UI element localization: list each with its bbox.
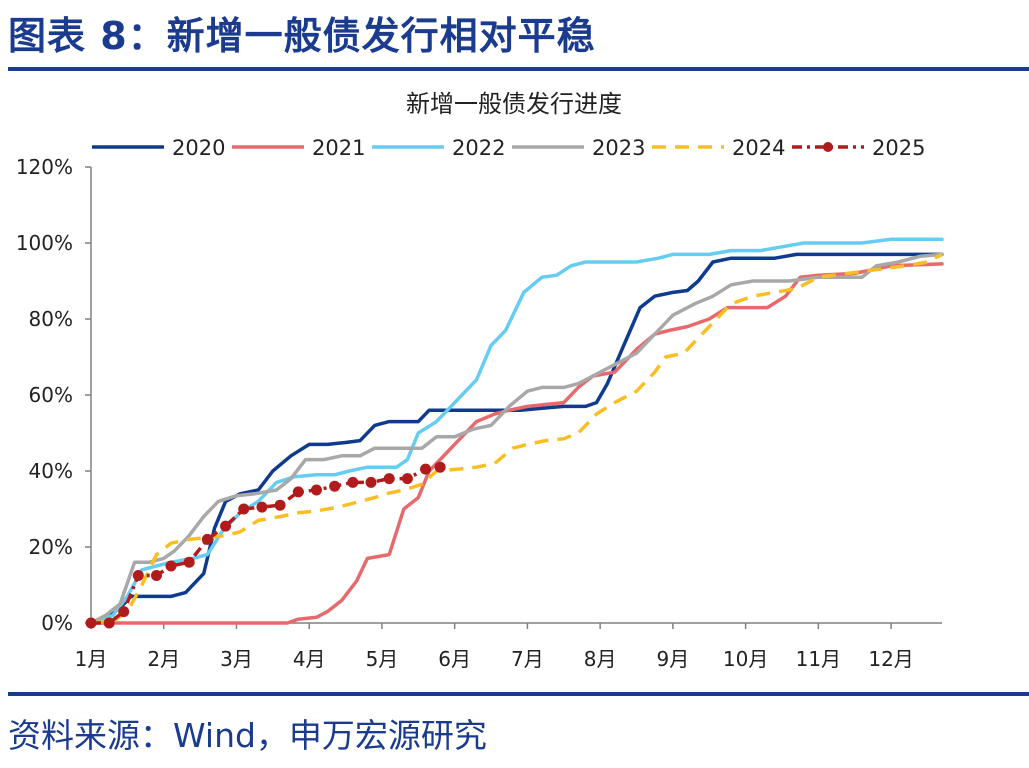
line-chart: 新增一般债发行进度 2020 2021 2022 2023 2024 2025 0% 20%… (16, 90, 944, 671)
data-point-2025 (329, 480, 341, 492)
y-tick-label: 80% (29, 307, 73, 331)
legend-label-2020: 2020 (172, 136, 225, 160)
data-point-2025 (150, 570, 162, 581)
series-line-2022 (89, 237, 944, 625)
legend-label-2024: 2024 (732, 136, 785, 160)
x-tick-label: 2月 (147, 647, 180, 671)
data-point-2025 (383, 473, 395, 485)
data-point-2025 (132, 570, 144, 581)
x-tick-label: 4月 (293, 647, 326, 671)
data-point-2025 (183, 556, 195, 568)
data-point-2025 (85, 617, 97, 629)
series-line-2021 (89, 262, 944, 625)
legend: 2020 2021 2022 2023 2024 2025 (92, 136, 925, 160)
data-point-2025 (401, 473, 413, 485)
legend-label-2025: 2025 (872, 136, 925, 160)
x-tick-label: 8月 (584, 647, 617, 671)
figure-title: 图表 8：新增一般债发行相对平稳 (8, 14, 596, 58)
legend-label-2021: 2021 (312, 136, 365, 160)
data-point-2025 (434, 461, 446, 473)
y-tick-label: 40% (29, 459, 73, 483)
data-point-2025 (274, 499, 286, 511)
data-point-2025 (238, 503, 250, 515)
data-point-2025 (420, 463, 432, 475)
data-point-2025 (220, 520, 232, 532)
legend-label-2023: 2023 (592, 136, 645, 160)
x-tick-label: 1月 (75, 647, 108, 671)
data-point-2025 (118, 606, 130, 618)
data-point-2025 (347, 476, 359, 488)
data-point-2025 (165, 560, 177, 572)
data-point-2025 (201, 533, 213, 545)
y-tick-label: 20% (29, 535, 73, 559)
source-note: 资料来源：Wind，申万宏源研究 (8, 716, 487, 755)
data-point-2025 (256, 501, 268, 513)
data-point-2025 (103, 617, 115, 629)
y-tick-label: 0% (41, 611, 73, 635)
series-line-2020 (89, 252, 944, 625)
title-rule (8, 67, 1029, 71)
data-point-2025 (292, 486, 304, 498)
series-line-2024 (90, 252, 943, 625)
y-tick-label: 100% (16, 231, 73, 255)
series-layer (85, 237, 944, 629)
x-tick-label: 11月 (796, 647, 841, 671)
series-line-2023 (89, 252, 944, 625)
x-tick-label: 10月 (723, 647, 768, 671)
y-tick-label: 120% (16, 155, 73, 179)
legend-label-2022: 2022 (452, 136, 505, 160)
axes: 0% 20% 40% 60% 80% 100% 120% 1月 2月 3月 4月 5月 6月 7月 8月 9月… (16, 155, 942, 671)
footer-rule (8, 692, 1029, 696)
x-tick-label: 7月 (511, 647, 544, 671)
x-tick-label: 5月 (366, 647, 399, 671)
y-tick-label: 60% (29, 383, 73, 407)
x-tick-label: 3月 (220, 647, 253, 671)
x-tick-label: 6月 (438, 647, 471, 671)
chart-title: 新增一般债发行进度 (406, 90, 622, 118)
x-tick-label: 12月 (868, 647, 913, 671)
data-point-2025 (310, 484, 322, 496)
x-tick-label: 9月 (657, 647, 690, 671)
data-point-2025 (365, 476, 377, 488)
legend-marker-2025 (823, 142, 833, 152)
